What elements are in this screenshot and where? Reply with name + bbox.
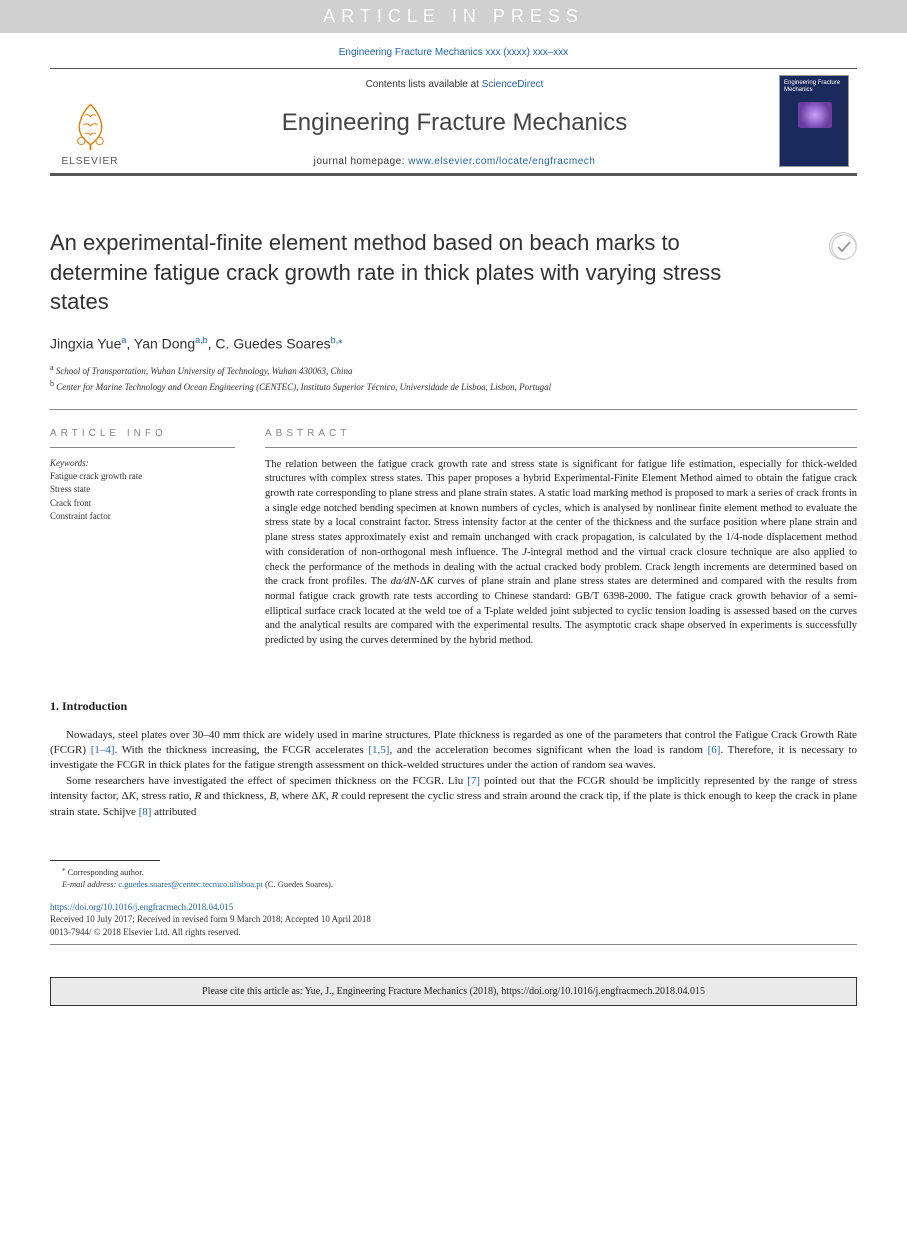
corresponding-footnote: ⁎ Corresponding author. bbox=[50, 865, 857, 879]
footnote-divider bbox=[50, 860, 160, 861]
intro-paragraph-2: Some researchers have investigated the e… bbox=[50, 774, 857, 820]
p2-text-c: , stress ratio, bbox=[136, 790, 195, 802]
info-abstract-row: ARTICLE INFO Keywords: Fatigue crack gro… bbox=[50, 410, 857, 679]
author-3-affil-link[interactable]: b, bbox=[331, 335, 339, 345]
journal-cover-thumbnail: Engineering Fracture Mechanics bbox=[779, 75, 849, 167]
keyword-item: Fatigue crack growth rate bbox=[50, 470, 235, 484]
email-suffix: (C. Guedes Soares). bbox=[263, 879, 333, 889]
affiliations-block: a School of Transportation, Wuhan Univer… bbox=[50, 362, 857, 410]
article-info-heading: ARTICLE INFO bbox=[50, 428, 235, 448]
p2-text-d: and thickness, bbox=[201, 790, 269, 802]
p2-text-h: attributed bbox=[151, 806, 196, 818]
homepage-line: journal homepage: www.elsevier.com/locat… bbox=[130, 156, 779, 167]
abstract-k-italic: K bbox=[427, 576, 434, 587]
ref-link-1-5[interactable]: [1,5] bbox=[368, 744, 389, 756]
abstract-dash: -Δ bbox=[416, 576, 426, 587]
abstract-dadn-italic: da/dN bbox=[391, 576, 417, 587]
doi-link[interactable]: https://doi.org/10.1016/j.engfracmech.20… bbox=[50, 902, 233, 912]
p1-text-b: . With the thickness increasing, the FCG… bbox=[115, 744, 369, 756]
publisher-name: ELSEVIER bbox=[62, 156, 119, 167]
article-title: An experimental-finite element method ba… bbox=[50, 176, 857, 335]
article-in-press-banner: ARTICLE IN PRESS bbox=[0, 0, 907, 33]
p2-text-a: Some researchers have investigated the e… bbox=[66, 775, 467, 787]
contents-prefix: Contents lists available at bbox=[366, 79, 482, 90]
homepage-link[interactable]: www.elsevier.com/locate/engfracmech bbox=[408, 156, 595, 167]
p2-k-italic: K bbox=[129, 790, 136, 802]
publisher-column: ELSEVIER bbox=[50, 69, 130, 173]
abstract-heading: ABSTRACT bbox=[265, 428, 857, 448]
abstract-part-1: The relation between the fatigue crack g… bbox=[265, 459, 857, 558]
email-footnote: E-mail address: c.guedes.soares@centec.t… bbox=[50, 879, 857, 891]
ref-link-7[interactable]: [7] bbox=[467, 775, 480, 787]
affiliation-b: b Center for Marine Technology and Ocean… bbox=[50, 378, 857, 395]
article-info-column: ARTICLE INFO Keywords: Fatigue crack gro… bbox=[50, 428, 235, 649]
author-list: Jingxia Yuea, Yan Donga,b, C. Guedes Soa… bbox=[50, 335, 857, 362]
affil-b-text: Center for Marine Technology and Ocean E… bbox=[54, 382, 551, 392]
keyword-item: Stress state bbox=[50, 483, 235, 497]
intro-paragraph-1: Nowadays, steel plates over 30–40 mm thi… bbox=[50, 728, 857, 774]
footnote-corr-text: Corresponding author. bbox=[66, 867, 144, 877]
received-dates: Received 10 July 2017; Received in revis… bbox=[50, 913, 857, 926]
keywords-list: Fatigue crack growth rate Stress state C… bbox=[50, 470, 235, 524]
abstract-text: The relation between the fatigue crack g… bbox=[265, 458, 857, 649]
affiliation-a: a School of Transportation, Wuhan Univer… bbox=[50, 362, 857, 379]
p2-k2-italic: K bbox=[319, 790, 326, 802]
affil-a-text: School of Transportation, Wuhan Universi… bbox=[54, 366, 353, 376]
author-2: , Yan Dong bbox=[126, 336, 195, 352]
elsevier-tree-icon bbox=[63, 97, 118, 152]
author-2-affil-link[interactable]: a,b bbox=[195, 335, 208, 345]
keyword-item: Crack front bbox=[50, 497, 235, 511]
email-label: E-mail address: bbox=[62, 879, 118, 889]
abstract-column: ABSTRACT The relation between the fatigu… bbox=[265, 428, 857, 649]
author-1: Jingxia Yue bbox=[50, 336, 121, 352]
journal-name: Engineering Fracture Mechanics bbox=[130, 101, 779, 145]
ref-link-8[interactable]: [8] bbox=[139, 806, 152, 818]
cover-graphic-icon bbox=[798, 102, 832, 128]
doi-copyright-block: https://doi.org/10.1016/j.engfracmech.20… bbox=[50, 891, 857, 946]
homepage-prefix: journal homepage: bbox=[314, 156, 409, 167]
author-3: , C. Guedes Soares bbox=[208, 336, 331, 352]
keywords-label: Keywords: bbox=[50, 458, 235, 470]
journal-header: ELSEVIER Contents lists available at Sci… bbox=[50, 68, 857, 176]
journal-reference: Engineering Fracture Mechanics xxx (xxxx… bbox=[0, 33, 907, 68]
ref-link-1-4[interactable]: [1–4] bbox=[91, 744, 115, 756]
cover-column: Engineering Fracture Mechanics bbox=[779, 69, 857, 173]
keyword-item: Constraint factor bbox=[50, 510, 235, 524]
introduction-heading: 1. Introduction bbox=[50, 679, 857, 728]
p2-text-e: , where Δ bbox=[276, 790, 318, 802]
citation-box: Please cite this article as: Yue, J., En… bbox=[50, 977, 857, 1006]
ref-link-6[interactable]: [6] bbox=[708, 744, 721, 756]
corresponding-author-link[interactable]: ⁎ bbox=[338, 335, 343, 345]
crossmark-badge-icon[interactable] bbox=[829, 232, 857, 260]
cover-title-text: Engineering Fracture Mechanics bbox=[780, 76, 848, 97]
email-link[interactable]: c.guedes.soares@centec.tecnico.ulisboa.p… bbox=[118, 879, 262, 889]
sciencedirect-link[interactable]: ScienceDirect bbox=[482, 79, 544, 90]
header-center: Contents lists available at ScienceDirec… bbox=[130, 69, 779, 173]
copyright-line: 0013-7944/ © 2018 Elsevier Ltd. All righ… bbox=[50, 926, 857, 939]
p1-text-c: , and the acceleration becomes significa… bbox=[389, 744, 707, 756]
contents-available: Contents lists available at ScienceDirec… bbox=[130, 79, 779, 90]
